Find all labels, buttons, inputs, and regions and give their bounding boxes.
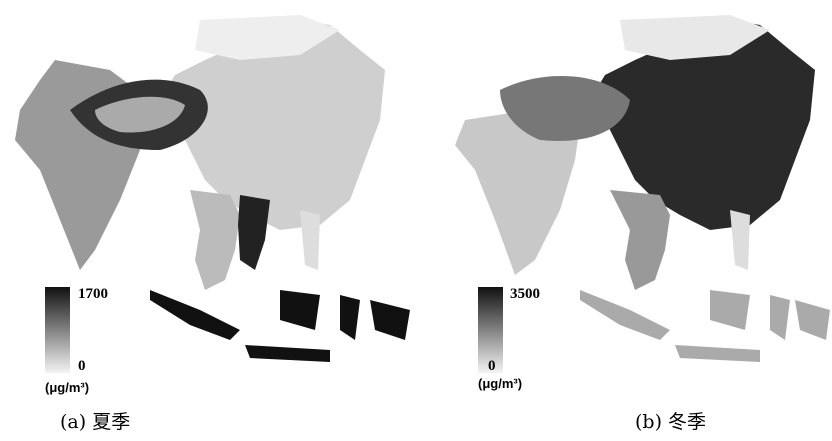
legend-min: 0 <box>78 358 86 374</box>
philippines-region <box>730 210 750 270</box>
indonesia-region <box>150 290 410 362</box>
legend-unit: (μg/m³) <box>45 380 89 395</box>
map-winter: 3500 0 (μg/m³) (b) 冬季 <box>455 15 830 433</box>
caption: (a) 夏季 <box>60 411 130 433</box>
map-summer: 1700 0 (μg/m³) (a) 夏季 <box>15 15 410 433</box>
legend-max: 1700 <box>78 286 108 302</box>
indochina-region <box>190 190 240 290</box>
indonesia-region <box>580 290 830 362</box>
legend-max: 3500 <box>510 286 540 302</box>
caption: (b) 冬季 <box>635 411 706 433</box>
legend-colorbar <box>45 287 70 373</box>
legend-min: 0 <box>488 358 496 374</box>
philippines-region <box>300 210 320 270</box>
figure: 1700 0 (μg/m³) (a) 夏季 3500 0 (μg/m³) (b)… <box>0 0 832 441</box>
indochina-region <box>610 190 670 290</box>
vietnam-region <box>238 195 270 270</box>
legend-unit: (μg/m³) <box>478 376 522 391</box>
